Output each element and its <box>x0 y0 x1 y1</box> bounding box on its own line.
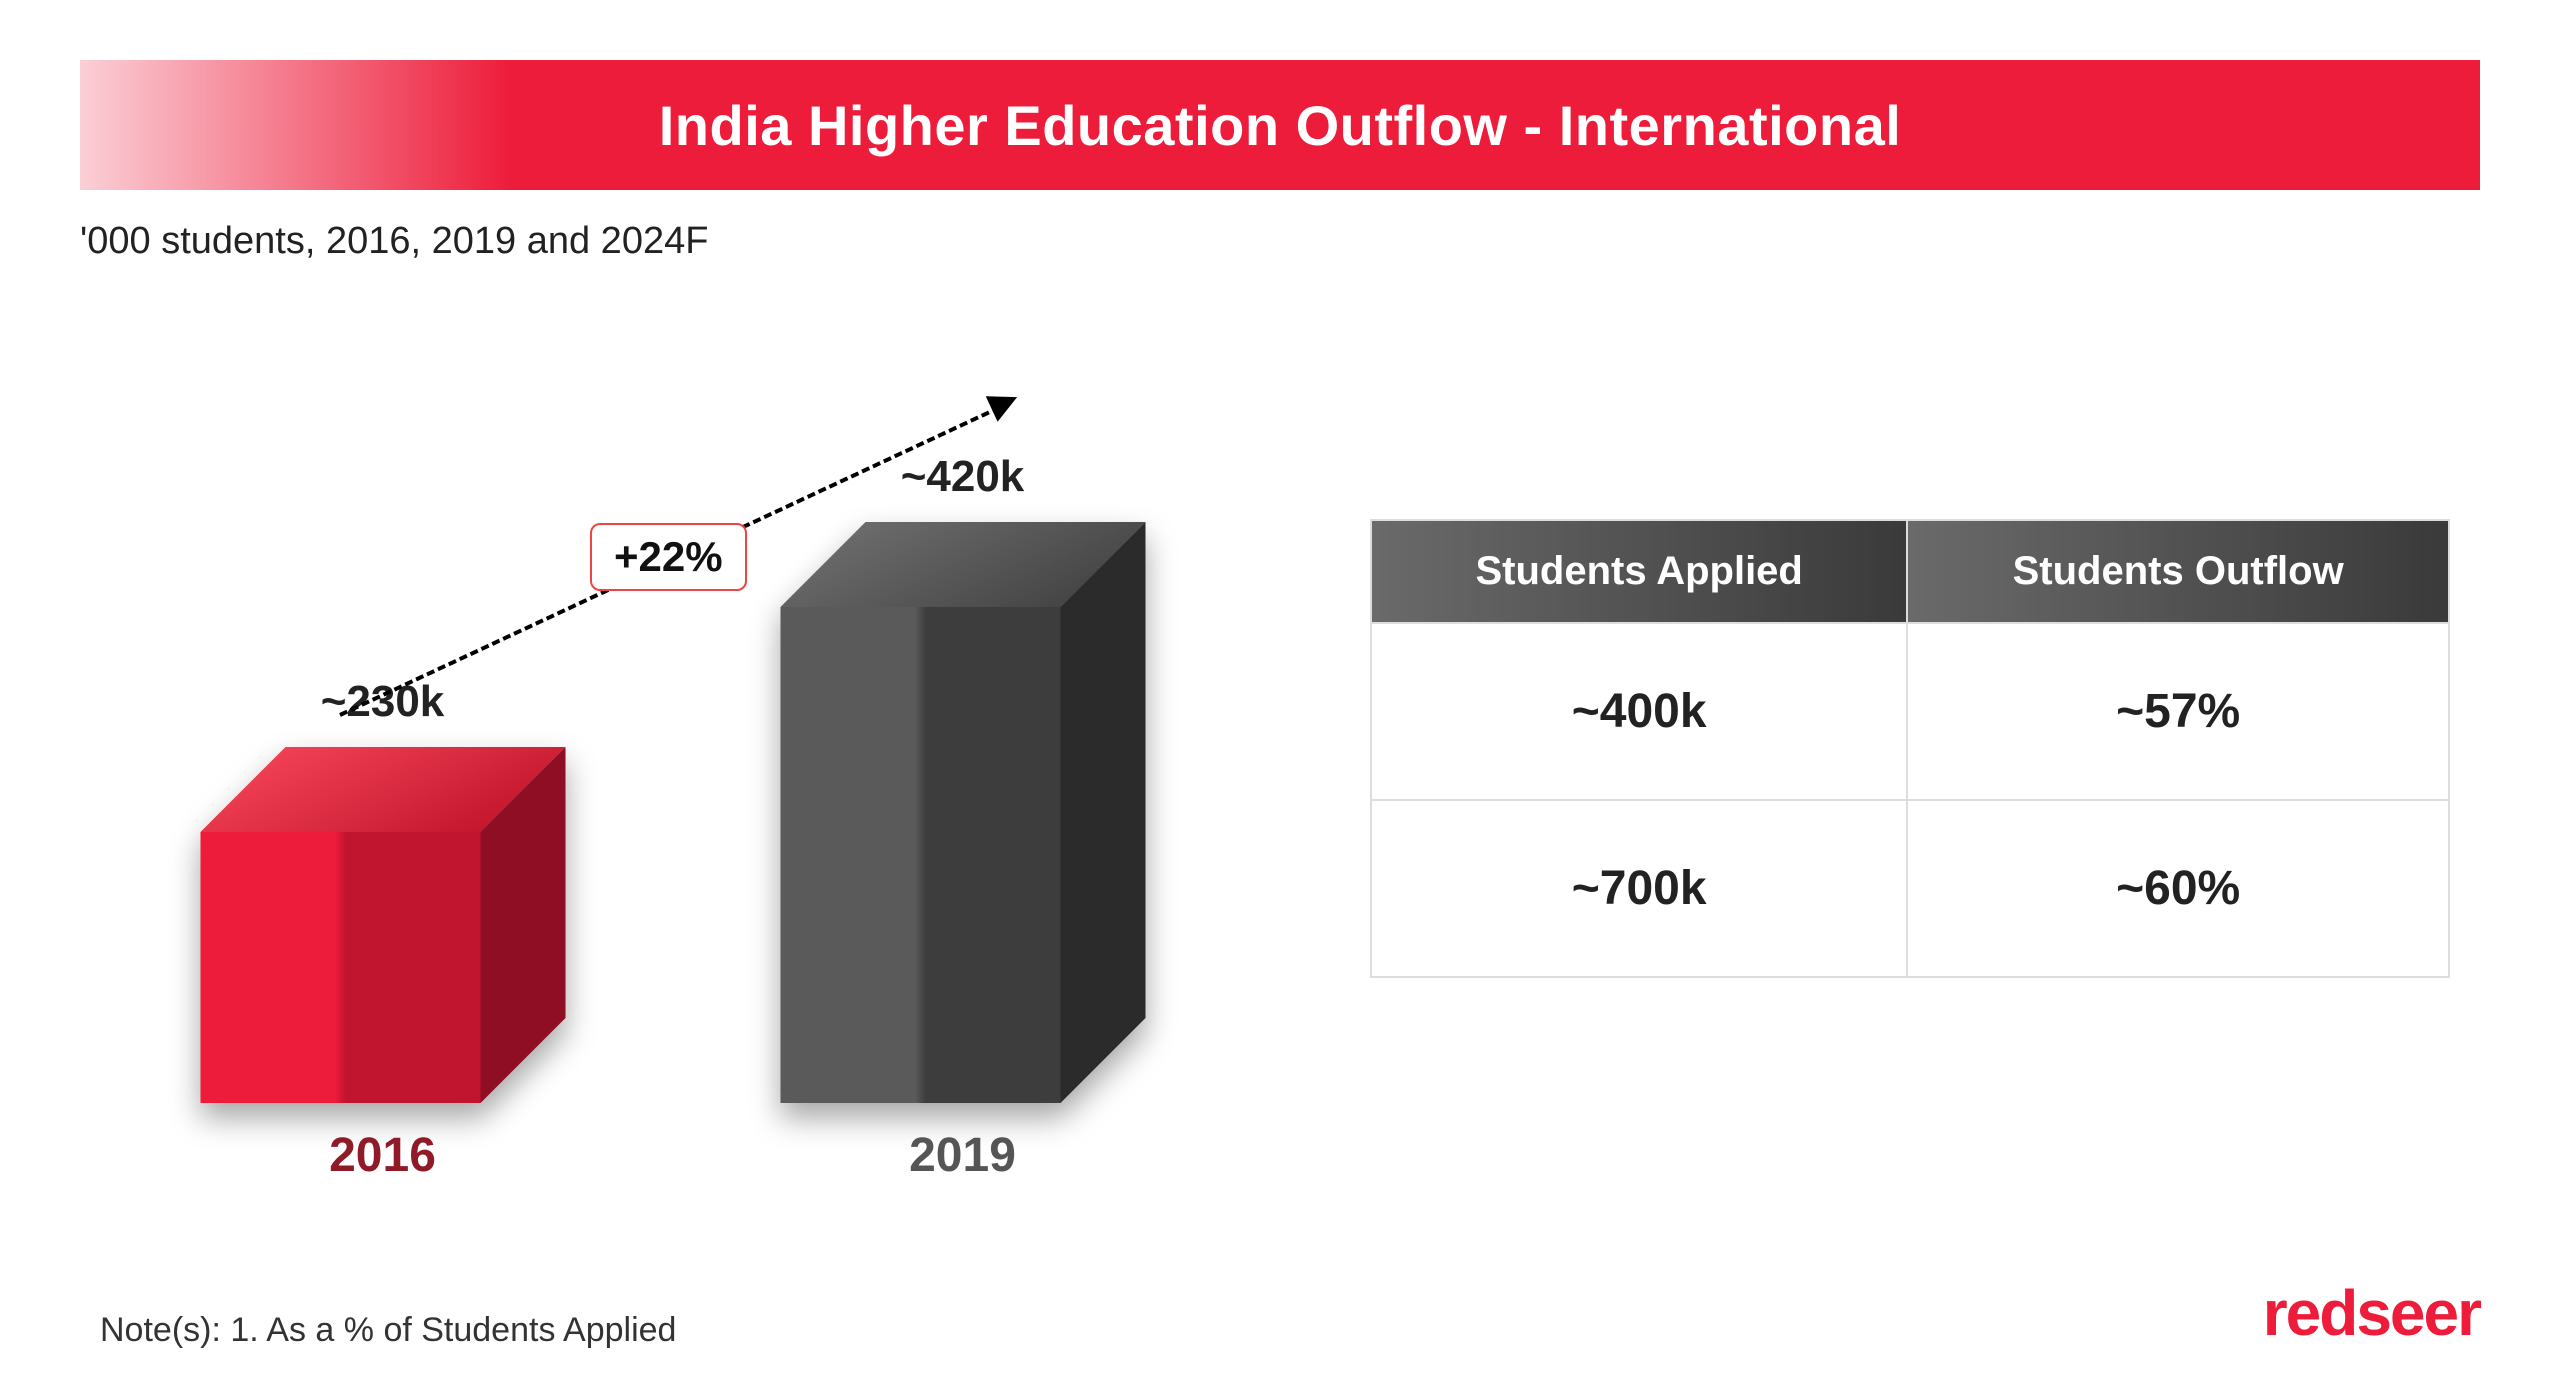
table-header-cell: Students Outflow <box>1907 520 2449 623</box>
table-row: ~400k~57% <box>1371 623 2449 800</box>
slide-page: India Higher Education Outflow - Interna… <box>0 0 2560 1400</box>
page-title: India Higher Education Outflow - Interna… <box>659 93 1902 158</box>
bar-year-label: 2016 <box>200 1128 565 1183</box>
content-row: ~230k2016~420k2019▲+22% Students Applied… <box>80 283 2480 1213</box>
data-table: Students AppliedStudents Outflow ~400k~5… <box>1370 519 2450 978</box>
table-cell: ~700k <box>1371 800 1907 977</box>
table-row: ~700k~60% <box>1371 800 2449 977</box>
table-header-cell: Students Applied <box>1371 520 1907 623</box>
growth-rate-badge: +22% <box>590 523 747 591</box>
brand-logo: redseer <box>2263 1276 2480 1350</box>
table-area: Students AppliedStudents Outflow ~400k~5… <box>1330 283 2480 1213</box>
bar-cube <box>200 747 565 1103</box>
bar-2019: ~420k 2019 <box>780 283 1145 1183</box>
table-cell: ~60% <box>1907 800 2449 977</box>
chart-subtitle: '000 students, 2016, 2019 and 2024F <box>80 220 2480 263</box>
title-bar: India Higher Education Outflow - Interna… <box>80 60 2480 190</box>
footnote: Note(s): 1. As a % of Students Applied <box>100 1311 676 1350</box>
bar-cube <box>780 522 1145 1103</box>
table-cell: ~57% <box>1907 623 2449 800</box>
table-cell: ~400k <box>1371 623 1907 800</box>
bar-year-label: 2019 <box>780 1128 1145 1183</box>
footer: Note(s): 1. As a % of Students Applied r… <box>100 1276 2480 1350</box>
bar-value-label: ~230k <box>200 677 565 727</box>
bar-chart: ~230k2016~420k2019▲+22% <box>80 283 1330 1213</box>
bar-2016: ~230k 2016 <box>200 283 565 1183</box>
bar-value-label: ~420k <box>780 452 1145 502</box>
